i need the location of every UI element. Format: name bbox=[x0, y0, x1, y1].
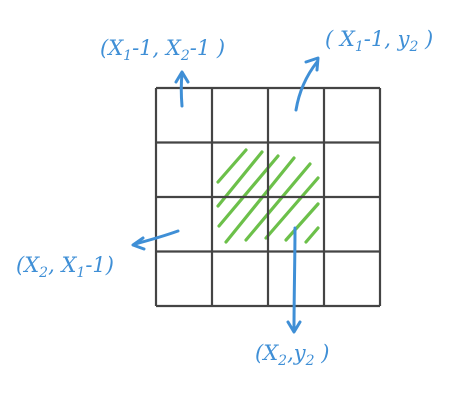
label-top-left: (X1-1, X2-1 ) bbox=[100, 36, 225, 64]
arrows bbox=[131, 56, 320, 334]
hatch-line bbox=[284, 202, 320, 242]
hatch-line bbox=[216, 148, 248, 184]
grid-4x4 bbox=[154, 86, 382, 308]
label-top-right: ( X1-1, y2 ) bbox=[325, 27, 433, 55]
hatch-line bbox=[304, 226, 320, 244]
arrow-bottom bbox=[286, 226, 302, 334]
arrow-left bbox=[131, 229, 180, 251]
label-left: (X2, X1-1) bbox=[16, 253, 114, 281]
arrow-top-left bbox=[174, 70, 190, 108]
arrow-top-right bbox=[294, 56, 320, 112]
label-bottom: (X2,y2 ) bbox=[255, 341, 329, 369]
hatch-line bbox=[224, 156, 296, 244]
hatch-line bbox=[264, 176, 320, 240]
hatch-line bbox=[244, 162, 312, 242]
